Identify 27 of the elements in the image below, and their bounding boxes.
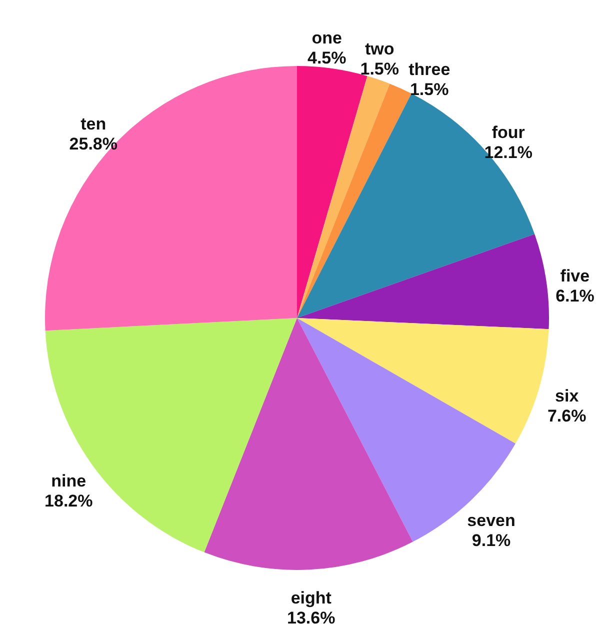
slice-label: nine [51, 472, 86, 491]
data-label: 7.6% [547, 406, 586, 426]
slice-label: seven [467, 511, 516, 530]
slice-label: one [312, 28, 342, 48]
pie-slice [297, 318, 549, 444]
data-label: 9.1% [472, 531, 511, 550]
slice-label: three [408, 60, 450, 80]
data-label: 6.1% [556, 286, 594, 306]
data-label: 1.5% [360, 59, 399, 78]
pie-slice [297, 234, 549, 330]
data-label: 4.5% [307, 48, 346, 68]
slice-label: five [560, 266, 590, 286]
pie-slice [297, 76, 390, 318]
data-label: 12.1% [484, 142, 532, 162]
data-label: 13.6% [287, 608, 336, 628]
pie-slice [45, 318, 297, 552]
data-label: 25.8% [69, 134, 118, 154]
slice-label: four [492, 122, 526, 142]
data-label: 18.2% [44, 492, 93, 511]
slice-label: two [364, 39, 394, 58]
slice-label: six [555, 386, 580, 406]
slice-label: eight [290, 588, 332, 608]
slice-label: ten [80, 114, 106, 134]
pie-slice [45, 66, 297, 331]
data-label: 1.5% [410, 80, 449, 100]
pie-slice [297, 84, 412, 318]
pie-slice [204, 318, 413, 570]
